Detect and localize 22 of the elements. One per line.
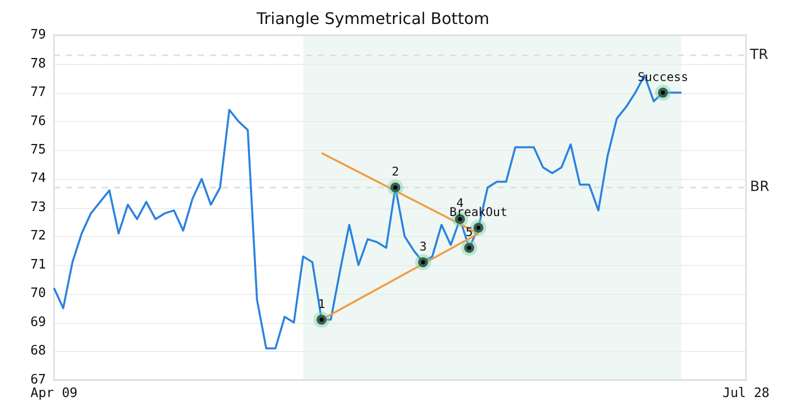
annotation: 1	[318, 296, 326, 311]
x-tick-label: Apr 09	[30, 386, 78, 402]
chart-title: Triangle Symmetrical Bottom	[256, 8, 490, 28]
x-tick-label: Jul 28	[722, 386, 770, 402]
annotation: 2	[392, 164, 400, 179]
annotation: 3	[419, 239, 427, 254]
y-tick-label: 78	[30, 56, 46, 72]
y-tick-label: 75	[30, 142, 46, 158]
y-tick-label: 67	[30, 372, 46, 388]
y-tick-label: 77	[30, 85, 46, 100]
y-tick-label: 70	[30, 286, 46, 302]
annotation: 5	[466, 224, 473, 239]
ref-line-label: BR	[750, 179, 770, 196]
y-tick-label: 76	[30, 114, 46, 129]
y-tick-label: 69	[30, 314, 46, 330]
y-tick-label: 72	[30, 228, 46, 244]
y-tick-label: 73	[30, 200, 46, 215]
ref-line-label: TR	[749, 46, 769, 63]
y-tick-label: 71	[30, 257, 46, 272]
y-tick-label: 68	[30, 344, 46, 359]
y-tick-label: 74	[30, 171, 46, 186]
y-tick-label: 79	[30, 28, 46, 43]
